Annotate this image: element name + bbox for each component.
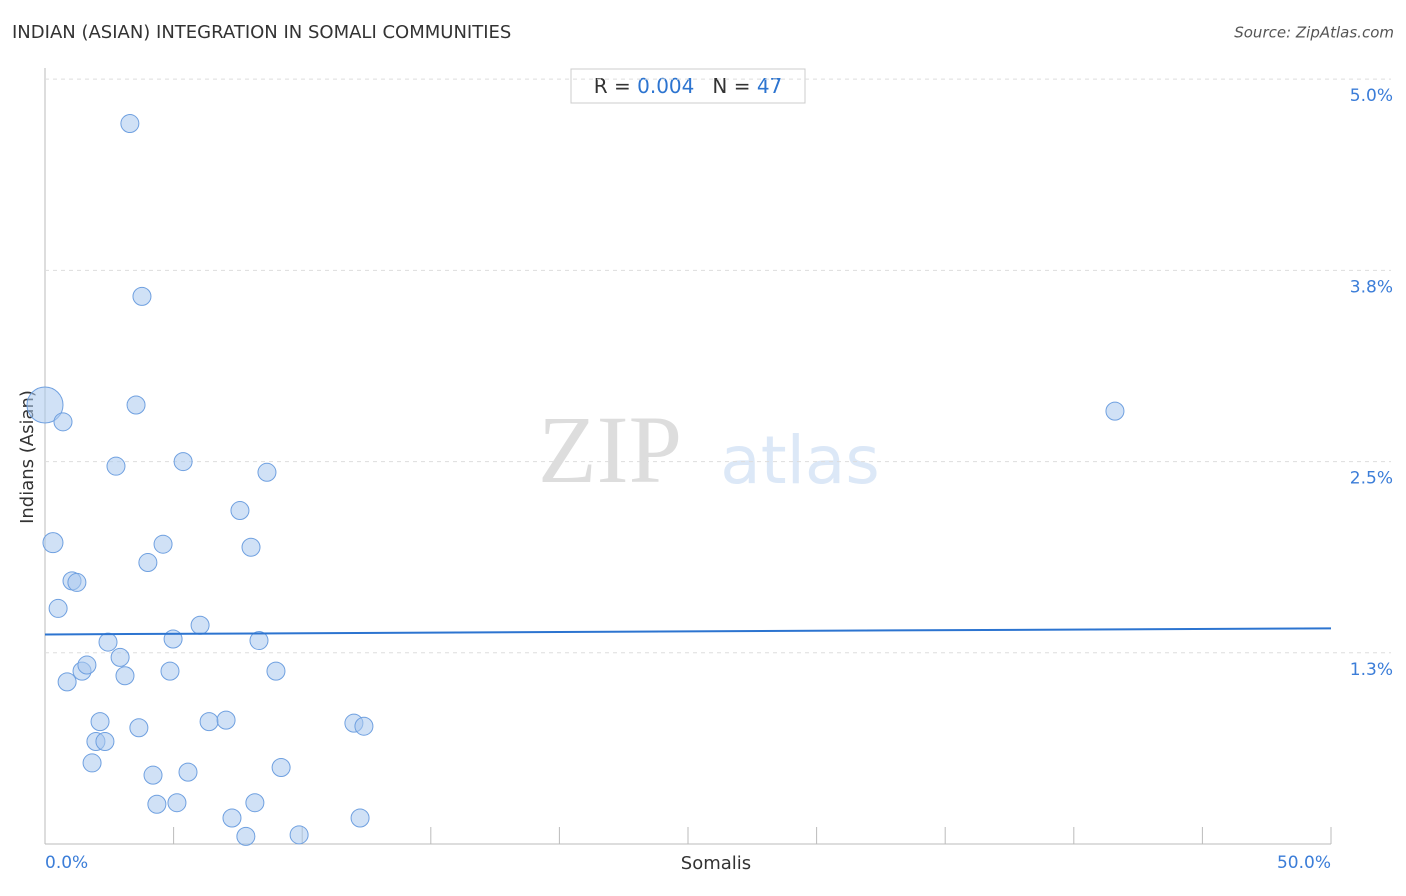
y-tick-label: 3.8% [1350,277,1393,297]
point [42,532,64,554]
point [126,395,146,415]
point [173,452,193,472]
y-tick-label: 1.3% [1350,660,1393,680]
point [115,666,135,686]
point [241,537,261,557]
stats-box [570,68,806,104]
x-tick-label: 0.0% [45,853,88,873]
r-label: R = [594,74,631,98]
x-axis-label: Somalis [681,853,751,874]
point [249,631,269,651]
n-value: 47 [757,74,782,98]
chart-title: INDIAN (ASIAN) INTEGRATION IN SOMALI COM… [12,22,511,43]
r-value: 0.004 [637,74,694,98]
point [216,710,236,730]
point [90,712,110,732]
point [95,732,115,752]
point [82,753,102,773]
point [245,793,265,813]
point [129,718,149,738]
point [167,793,187,813]
point [289,825,309,845]
point [178,762,198,782]
point [132,286,152,306]
trend-line [44,627,1332,636]
point [147,794,167,814]
point [26,386,64,424]
point [57,672,77,692]
point [230,501,250,521]
point [1105,401,1125,421]
point [160,661,180,681]
x-tick-label: 50.0% [1277,853,1331,873]
point [106,456,126,476]
point [110,647,130,667]
point [190,615,210,635]
point [138,553,158,573]
n-label: N = [712,74,750,98]
point [199,712,219,732]
point [153,534,173,554]
point [271,758,291,778]
point [143,765,163,785]
point [53,412,73,432]
stats: R = 0.004 N = 47 [594,74,783,98]
y-tick-label: 5.0% [1350,86,1393,106]
watermark: ZIP [538,396,682,503]
y-axis-label: Indians (Asian) [17,390,38,524]
watermark: atlas [720,422,880,499]
point [222,808,242,828]
point [120,114,140,134]
y-tick-label: 2.5% [1350,469,1393,489]
point [266,661,286,681]
point [257,462,277,482]
point [48,598,68,618]
point [350,808,370,828]
point [67,572,87,592]
source: Source: ZipAtlas.com [1234,24,1394,42]
point [98,632,118,652]
point [163,629,183,649]
point [77,655,97,675]
point [236,826,256,846]
point [354,716,374,736]
